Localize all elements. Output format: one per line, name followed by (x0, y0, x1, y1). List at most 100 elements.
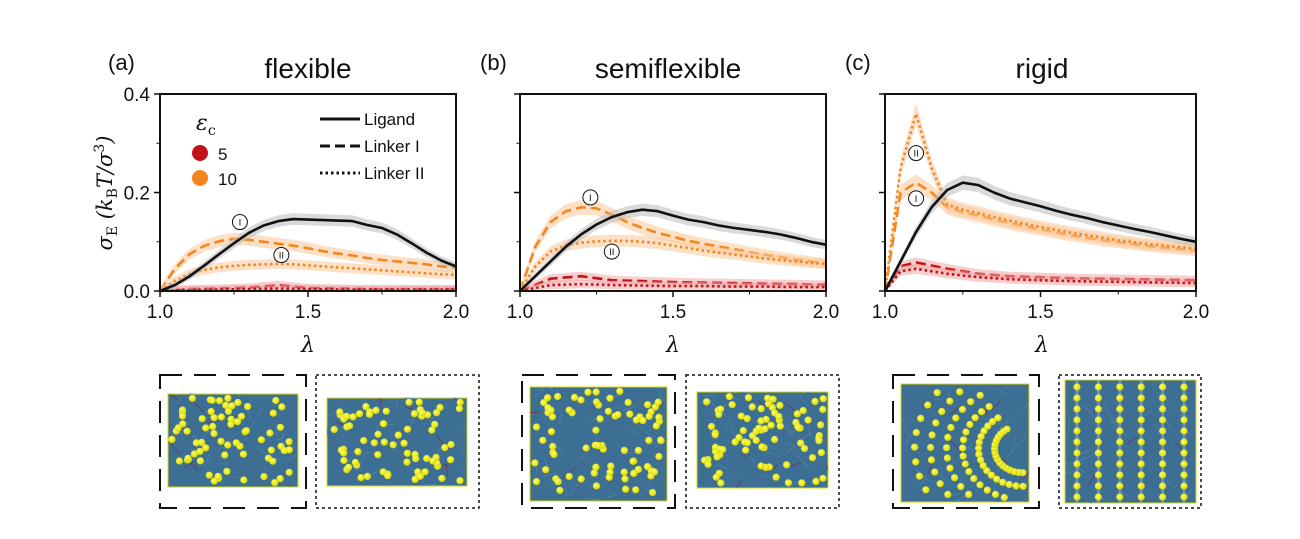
snapshot-bead (624, 398, 632, 407)
snapshot-bead (196, 447, 204, 455)
snapshot-fiber (933, 397, 942, 401)
snapshot-bead (532, 478, 541, 486)
snapshot-bead (961, 460, 969, 468)
snapshot-fiber (941, 383, 948, 392)
snapshot-bead (644, 401, 652, 409)
snapshot-bead (237, 412, 246, 420)
snapshot-fiber (1018, 437, 1027, 445)
snapshot-bead (607, 462, 615, 470)
snapshot-bead (1137, 383, 1145, 391)
snapshot-fiber (1064, 458, 1072, 474)
snapshot-fiber (558, 412, 562, 425)
snapshot-fiber (701, 395, 717, 397)
snapshot-bead (1137, 471, 1145, 479)
snapshot-bead (704, 460, 712, 468)
snapshot-fiber (1165, 419, 1173, 430)
snapshot-bead (1159, 493, 1167, 501)
snapshot-bead (952, 414, 960, 422)
snapshot-bead (1073, 405, 1081, 413)
snapshot-bead (707, 422, 716, 431)
snapshot-bead (208, 396, 216, 404)
snapshot-bead (977, 456, 985, 464)
snapshot-bead (354, 448, 362, 456)
snapshot-fiber (902, 415, 906, 422)
snapshot-bead (743, 415, 751, 423)
snapshot-bead (544, 394, 552, 402)
snapshot-fiber (1025, 407, 1030, 411)
snapshot-bead (620, 468, 628, 476)
snapshot-bead (590, 469, 598, 477)
snapshot-bead (232, 439, 240, 447)
snapshot-bead (776, 401, 784, 409)
snapshot-fiber (717, 464, 730, 470)
snapshot-bead (175, 457, 183, 465)
snapshot-bead (374, 451, 382, 459)
snapshot-bead (742, 446, 750, 454)
snapshot-bead (755, 424, 763, 432)
snapshot-bead (550, 450, 558, 458)
snapshot-bead (737, 412, 745, 420)
snapshot-bead (547, 406, 555, 414)
snapshot-bead (594, 442, 603, 450)
snapshot-fiber (354, 466, 363, 471)
snapshot-bead (394, 431, 402, 439)
snapshot-bead (549, 442, 557, 451)
snapshot-bead (817, 449, 826, 457)
snapshot-bead (819, 405, 827, 414)
snapshot-fiber (743, 454, 747, 460)
snapshot-fiber (939, 474, 952, 487)
snapshot-bead (565, 406, 573, 414)
snapshot-bead (168, 435, 176, 443)
snapshot-bead (556, 486, 564, 494)
annotation-text-c-0: II (913, 150, 918, 160)
snapshot-bead (370, 439, 378, 447)
snapshot-bead (224, 407, 233, 415)
snapshot-bead (340, 456, 348, 465)
snapshot-bead (1019, 482, 1027, 490)
snapshot-fiber (1152, 381, 1160, 385)
ytick-label-a-2: 0.4 (124, 85, 151, 106)
snapshot-bead (403, 425, 412, 433)
xtick-label-c-0: 1.0 (872, 302, 898, 323)
snapshot-bead (938, 407, 946, 416)
snapshot-bead (592, 426, 600, 434)
snapshot-fiber (550, 440, 556, 443)
snapshot-bead (205, 471, 213, 479)
snapshot-fiber (168, 425, 172, 428)
snapshot-a-linker1 (167, 393, 299, 488)
band-c-2 (885, 102, 1196, 291)
snapshot-bead (336, 408, 344, 416)
snapshot-bead (1180, 493, 1188, 501)
snapshot-fiber (612, 386, 616, 391)
snapshot-fiber (621, 406, 636, 412)
snapshot-bead (405, 398, 413, 406)
snapshot-fiber (1004, 387, 1009, 389)
snapshot-bead (943, 444, 951, 452)
snapshot-fiber (370, 467, 381, 477)
snapshot-bead (456, 477, 464, 485)
ytick-label-a-0: 0.0 (124, 282, 150, 303)
snapshot-bead (1005, 480, 1013, 489)
snapshot-bead (772, 473, 780, 481)
snapshot-bead (1073, 438, 1081, 446)
snapshot-bead (1116, 427, 1124, 435)
snapshot-bead (400, 439, 408, 447)
panel-title-a: flexible (264, 53, 351, 84)
snapshot-fiber (1012, 437, 1016, 452)
snapshot-fiber (1088, 474, 1096, 486)
snapshot-bead (1180, 482, 1188, 490)
snapshot-bead (606, 468, 614, 476)
snapshot-fiber (950, 440, 964, 454)
snapshot-fiber (645, 480, 650, 490)
snapshot-fiber (1067, 418, 1070, 430)
annotation-circle-b-1 (603, 243, 620, 260)
snapshot-bead (592, 463, 600, 471)
snapshot-bead (570, 393, 579, 401)
snapshot-fiber (585, 498, 600, 501)
series-line-c-4 (883, 267, 1197, 292)
ytick-label-a-1: 0.2 (124, 184, 150, 205)
snapshot-bead (577, 396, 585, 404)
snapshot-fiber (786, 441, 798, 450)
snapshot-bead (1094, 383, 1102, 391)
